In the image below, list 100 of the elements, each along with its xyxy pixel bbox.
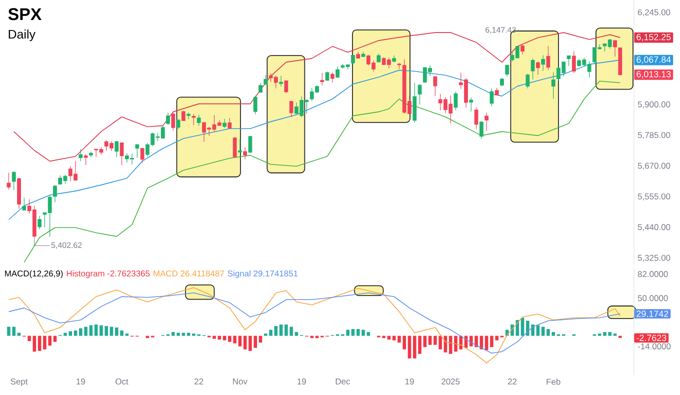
candlestick bbox=[176, 118, 180, 130]
candlestick bbox=[490, 88, 494, 107]
candlestick bbox=[484, 112, 488, 132]
candlestick bbox=[433, 76, 438, 96]
candlestick bbox=[351, 54, 355, 65]
line-series bbox=[8, 60, 621, 220]
candlestick bbox=[228, 118, 232, 129]
candlestick bbox=[536, 61, 540, 76]
bar bbox=[294, 332, 298, 336]
x-tick-label: 19 bbox=[298, 378, 306, 385]
candlestick bbox=[243, 147, 248, 160]
candlestick bbox=[397, 62, 402, 70]
candlestick bbox=[171, 112, 176, 131]
candlestick bbox=[530, 58, 535, 80]
candlestick bbox=[500, 78, 504, 86]
candlestick bbox=[135, 144, 140, 158]
chart-title: SPX bbox=[8, 8, 42, 20]
x-tick-label: Sept bbox=[10, 378, 28, 386]
bar bbox=[222, 336, 226, 340]
bar bbox=[110, 326, 114, 336]
data-label: 6,152.25 bbox=[636, 34, 671, 42]
candlestick bbox=[17, 178, 21, 209]
bar bbox=[520, 318, 524, 336]
candlestick bbox=[78, 148, 83, 162]
y-tick-label: 6,245.00 bbox=[638, 9, 670, 16]
candlestick bbox=[89, 151, 93, 158]
candlestick bbox=[238, 138, 242, 152]
data-label: 6,067.84 bbox=[636, 56, 671, 64]
x-tick-label: 19 bbox=[405, 378, 414, 385]
bar bbox=[536, 325, 540, 336]
bar bbox=[392, 336, 396, 340]
bar bbox=[17, 332, 21, 336]
candlestick bbox=[166, 112, 170, 126]
chart-title: MACD(12,26,9) bbox=[5, 270, 63, 278]
y-tick-label: 5,900.00 bbox=[638, 101, 670, 108]
y-tick-label: 5,670.00 bbox=[638, 162, 670, 170]
y-tick-label: 5,440.00 bbox=[638, 224, 670, 232]
candlestick bbox=[22, 197, 26, 211]
candlestick bbox=[505, 64, 510, 77]
y-tick-label: 82.0000 bbox=[638, 271, 668, 278]
x-tick-label: Dec bbox=[336, 378, 350, 384]
x-tick-label: Feb bbox=[546, 378, 560, 385]
text: Histogram -2.7623365 bbox=[66, 270, 150, 278]
candlestick bbox=[222, 118, 226, 128]
bar bbox=[351, 329, 355, 336]
y-tick-label: 50.0000 bbox=[638, 295, 668, 302]
bar bbox=[428, 336, 432, 345]
candlestick bbox=[356, 51, 360, 58]
text: Signal 29.1741851 bbox=[228, 270, 298, 278]
bar bbox=[74, 330, 78, 336]
candlestick bbox=[412, 82, 417, 124]
x-tick-label: 22 bbox=[508, 378, 517, 384]
candlestick bbox=[38, 216, 42, 230]
x-tick-label: 2025 bbox=[442, 378, 460, 385]
candlestick bbox=[469, 97, 474, 112]
candlestick bbox=[392, 55, 396, 63]
candlestick bbox=[336, 66, 340, 78]
bar bbox=[89, 325, 93, 336]
candlestick bbox=[361, 51, 366, 57]
candlestick bbox=[114, 140, 119, 158]
candlestick bbox=[479, 121, 484, 140]
bar bbox=[274, 326, 278, 336]
y-tick-label: -14.0000 bbox=[638, 343, 671, 350]
bar bbox=[94, 324, 98, 336]
candlestick bbox=[258, 82, 262, 93]
candlestick bbox=[289, 100, 294, 118]
candlestick bbox=[330, 72, 334, 83]
bar bbox=[53, 336, 57, 342]
candlestick bbox=[232, 136, 237, 158]
text: Daily bbox=[8, 30, 36, 42]
candlestick bbox=[6, 172, 11, 190]
candlestick bbox=[196, 114, 201, 126]
candlestick bbox=[12, 171, 16, 190]
candlestick bbox=[541, 54, 546, 72]
candlestick bbox=[546, 46, 550, 70]
candlestick bbox=[551, 72, 556, 100]
candlestick bbox=[474, 106, 478, 130]
candlestick bbox=[53, 184, 57, 203]
candlestick bbox=[181, 110, 186, 122]
x-tick-label: 22 bbox=[194, 378, 204, 384]
bar bbox=[182, 332, 186, 336]
candlestick bbox=[84, 154, 88, 166]
x-tick-label: Nov bbox=[233, 378, 248, 384]
bar bbox=[541, 326, 545, 336]
candlestick bbox=[526, 73, 530, 89]
candlestick bbox=[248, 136, 252, 153]
candlestick bbox=[520, 44, 524, 55]
bar bbox=[238, 336, 242, 346]
candlestick bbox=[320, 72, 324, 86]
y-tick-label: 5,555.00 bbox=[638, 193, 670, 200]
bar bbox=[186, 332, 190, 336]
candlestick bbox=[279, 75, 283, 87]
y-tick-label: 5,325.00 bbox=[638, 254, 670, 262]
x-tick-label: Oct bbox=[116, 378, 128, 385]
candlestick bbox=[618, 47, 622, 76]
series-label: MACD 26.4118487 bbox=[154, 270, 224, 276]
bar bbox=[408, 336, 412, 358]
candlestick bbox=[264, 74, 268, 85]
candlestick bbox=[494, 87, 499, 96]
bar bbox=[243, 336, 247, 350]
